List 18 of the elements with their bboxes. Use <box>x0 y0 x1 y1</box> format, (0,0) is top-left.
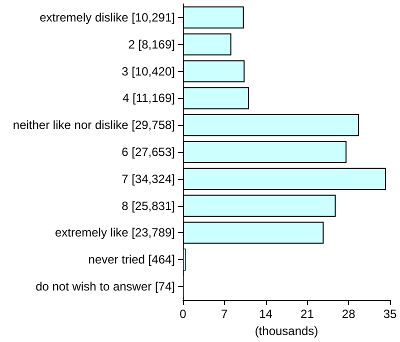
y-tick-label: extremely dislike [10,291] <box>40 10 175 24</box>
y-tick-label: do not wish to answer [74] <box>36 280 175 294</box>
x-tick-label: 14 <box>259 307 273 321</box>
y-tick-label: 2 [8,169] <box>128 37 175 52</box>
x-tick-label: 0 <box>180 307 187 321</box>
x-axis-title: (thousands) <box>254 324 318 338</box>
x-tick-label: 28 <box>342 307 356 321</box>
y-tick-label: 3 [10,420] <box>122 64 175 78</box>
y-tick-label: extremely like [23,789] <box>54 226 175 240</box>
y-tick-label: 6 [27,653] <box>122 145 175 159</box>
y-tick-label: neither like nor dislike [29,758] <box>12 118 175 132</box>
y-tick-label: 8 [25,831] <box>122 198 175 213</box>
y-tick-label: 4 [11,169] <box>122 91 175 106</box>
y-tick-label: never tried [464] <box>88 252 175 267</box>
x-tick-label: 7 <box>221 307 228 321</box>
y-tick-label: 7 [34,324] <box>122 172 175 186</box>
x-tick-label: 21 <box>300 307 314 321</box>
x-tick-label: 35 <box>383 307 397 321</box>
